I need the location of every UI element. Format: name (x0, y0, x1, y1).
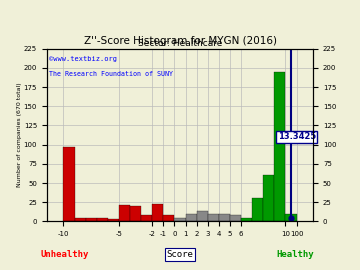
Bar (63, 147, 75, 221)
Bar (208, 214, 219, 221)
Bar (274, 72, 285, 221)
Bar (241, 218, 252, 221)
Bar (97, 218, 108, 221)
Bar (252, 198, 263, 221)
Bar (230, 215, 241, 221)
Bar (175, 218, 185, 221)
Bar (75, 218, 86, 221)
Bar (86, 218, 97, 221)
Bar (119, 204, 130, 221)
Text: ©www.textbiz.org: ©www.textbiz.org (49, 56, 117, 62)
Text: The Research Foundation of SUNY: The Research Foundation of SUNY (49, 71, 174, 77)
Bar (219, 214, 230, 221)
Y-axis label: Number of companies (670 total): Number of companies (670 total) (17, 83, 22, 187)
Bar (130, 206, 141, 221)
Text: Sector: Healthcare: Sector: Healthcare (138, 39, 222, 48)
Title: Z''-Score Histogram for MYGN (2016): Z''-Score Histogram for MYGN (2016) (84, 36, 276, 46)
Text: Unhealthy: Unhealthy (41, 250, 89, 259)
Bar (263, 175, 274, 221)
Bar (152, 204, 163, 221)
Bar (285, 214, 297, 221)
Bar (141, 215, 152, 221)
Text: Healthy: Healthy (276, 250, 314, 259)
Text: 13.3425: 13.3425 (278, 132, 316, 141)
Bar (185, 214, 197, 221)
Bar (108, 219, 119, 221)
Bar (163, 215, 175, 221)
Bar (197, 211, 208, 221)
Text: Score: Score (167, 250, 193, 259)
